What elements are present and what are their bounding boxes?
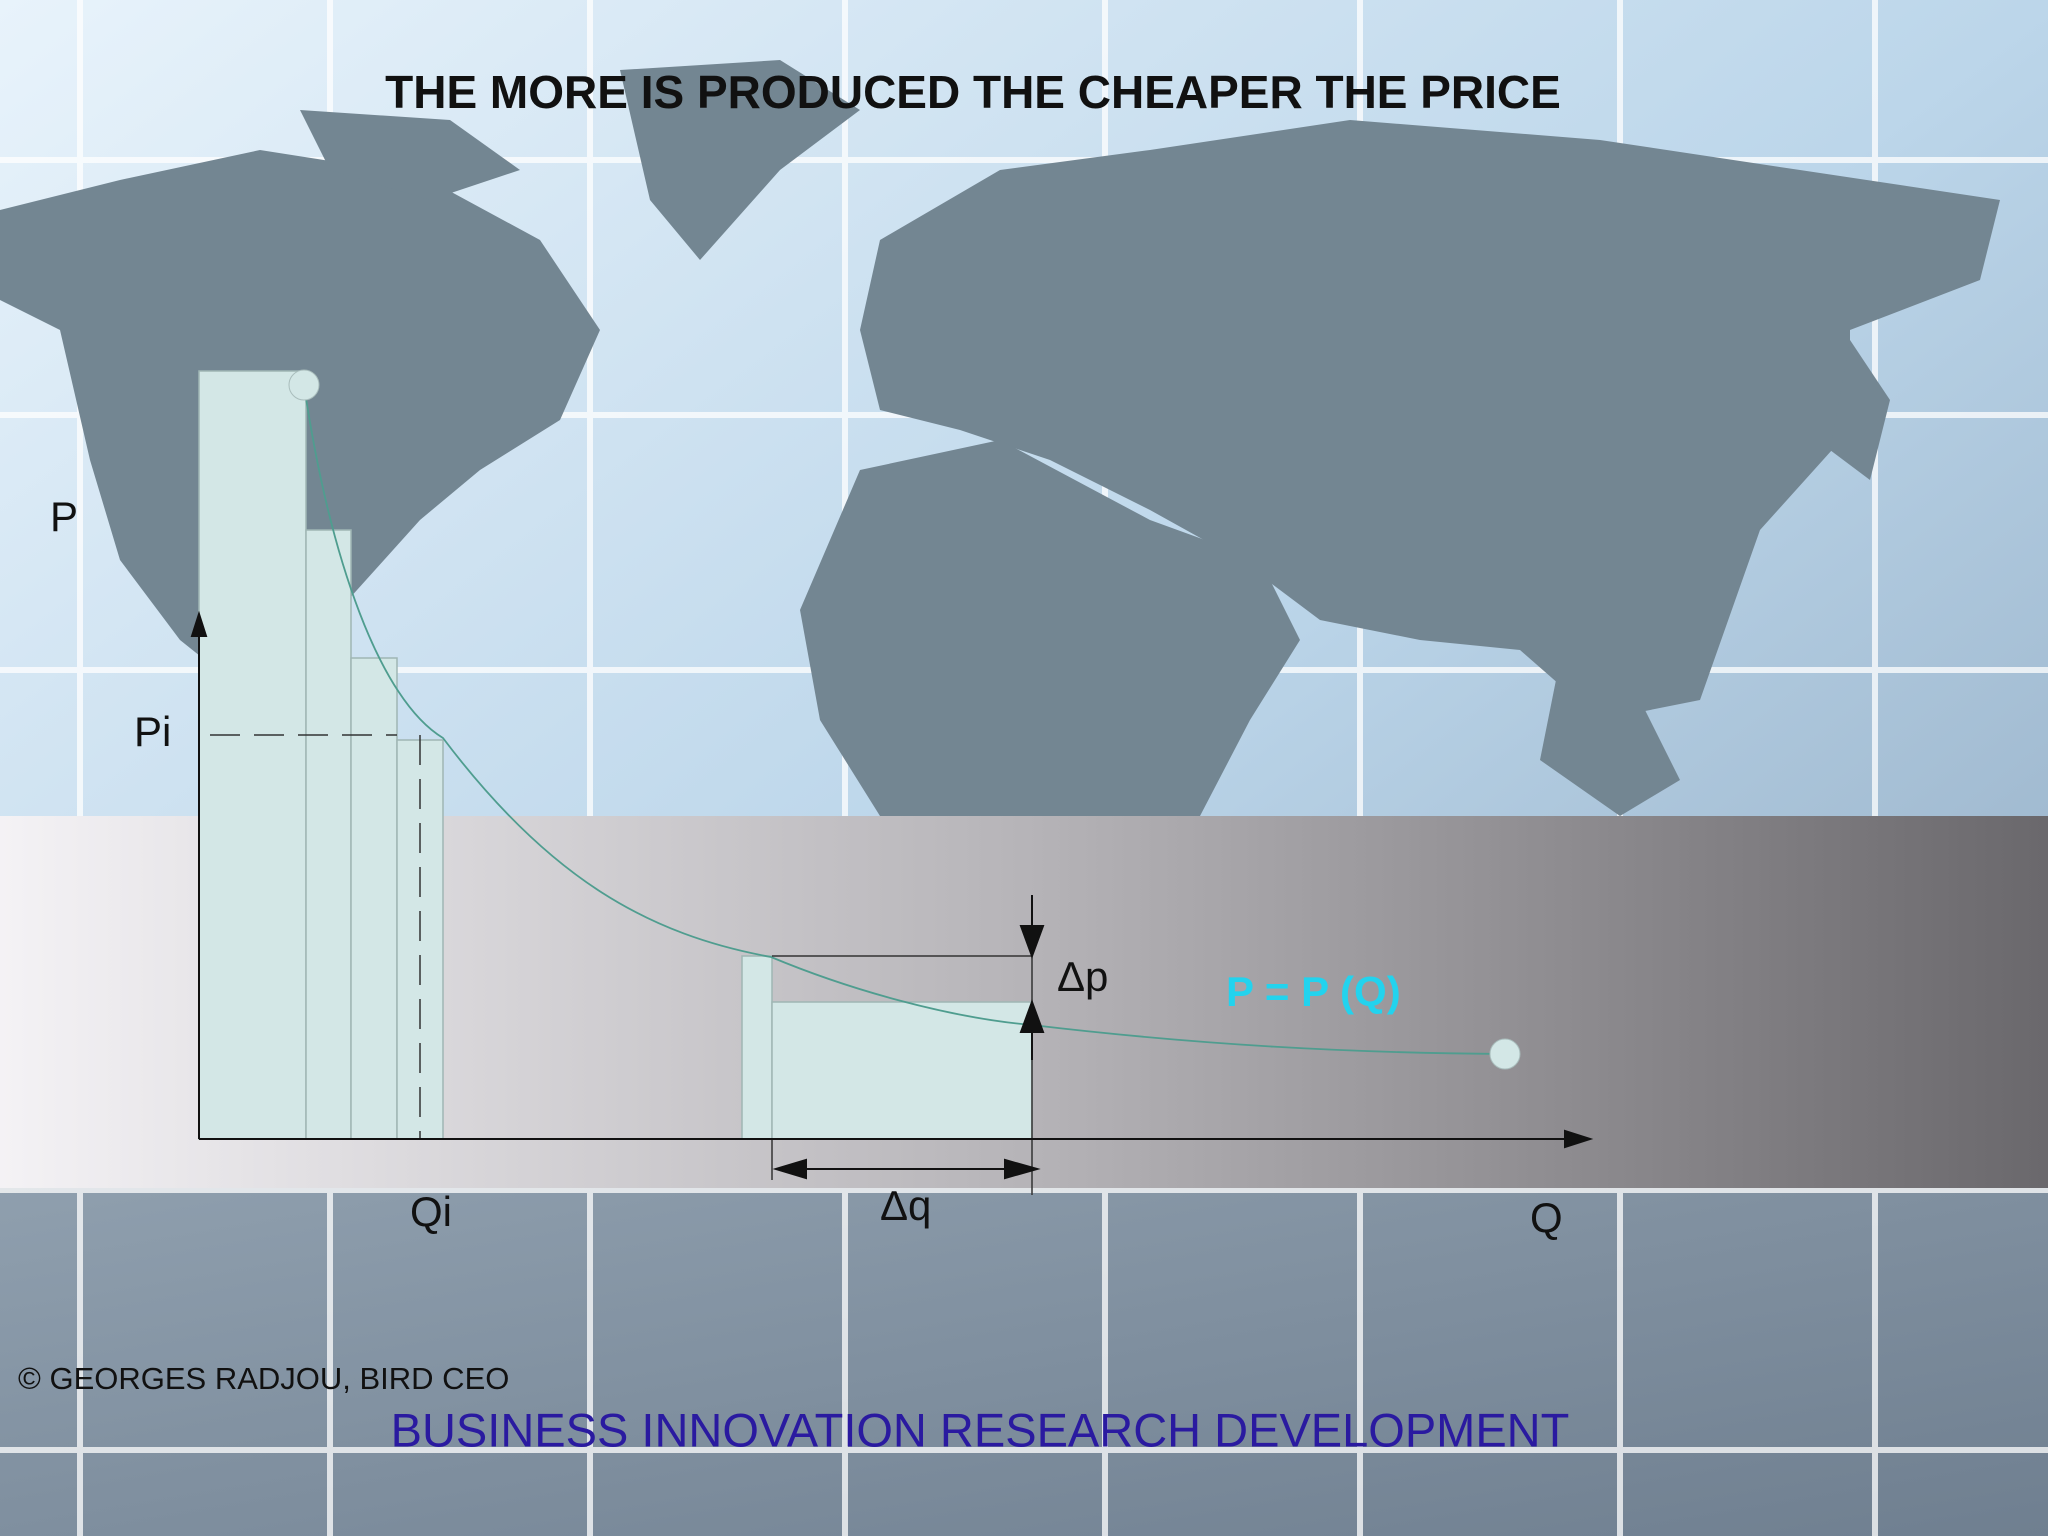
pi-label: Pi	[134, 708, 171, 755]
curve-end	[1489, 1038, 1521, 1070]
world-map	[0, 60, 2000, 816]
q-axis-label: Q	[1530, 1194, 1563, 1241]
p-axis-label: P	[50, 493, 78, 540]
curve-start	[288, 369, 320, 401]
title: THE MORE IS PRODUCED THE CHEAPER THE PRI…	[385, 66, 1561, 118]
axes	[190, 610, 1594, 1180]
curve-label: P = P (Q)	[1226, 968, 1401, 1015]
tagline: BUSINESS INNOVATION RESEARCH DEVELOPMENT	[391, 1403, 1570, 1456]
price-curve	[303, 384, 1506, 1055]
qi-label: Qi	[410, 1188, 452, 1235]
delta-q-label: Δq	[880, 1182, 931, 1229]
delta-p-label: Δp	[1057, 953, 1108, 1000]
copyright: © GEORGES RADJOU, BIRD CEO	[18, 1361, 509, 1396]
lower-background	[0, 1188, 2048, 1536]
